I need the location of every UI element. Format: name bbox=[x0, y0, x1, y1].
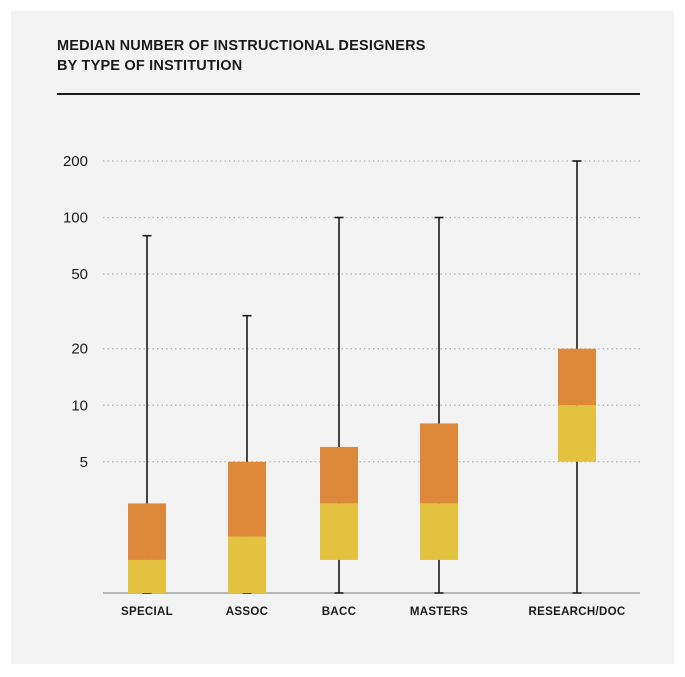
box-lower-quartile bbox=[558, 405, 596, 462]
box-upper-quartile bbox=[558, 348, 596, 406]
y-axis-ticks: 5 10 20 50 100 200 bbox=[63, 153, 88, 471]
box-upper-quartile bbox=[228, 461, 266, 537]
box-upper-quartile bbox=[320, 446, 358, 504]
chart-title-line-2: BY TYPE OF INSTITUTION bbox=[57, 58, 243, 74]
x-tick-label: ASSOC bbox=[226, 606, 268, 618]
box-masters bbox=[420, 216, 458, 594]
box-upper-quartile bbox=[420, 423, 458, 504]
y-tick-label: 10 bbox=[71, 397, 88, 414]
y-tick-label: 50 bbox=[71, 266, 88, 283]
box-assoc bbox=[228, 314, 266, 594]
x-tick-label: BACC bbox=[322, 606, 356, 618]
box-lower-quartile bbox=[420, 503, 458, 560]
y-tick-label: 100 bbox=[63, 210, 88, 227]
boxes bbox=[128, 160, 596, 594]
box-research-doc bbox=[558, 160, 596, 594]
x-tick-label: RESEARCH/DOC bbox=[529, 606, 626, 618]
box-upper-quartile bbox=[128, 503, 166, 560]
y-tick-label: 200 bbox=[63, 153, 88, 170]
chart-title-line-1: MEDIAN NUMBER OF INSTRUCTIONAL DESIGNERS bbox=[57, 38, 426, 54]
x-tick-label: SPECIAL bbox=[121, 606, 173, 618]
box-lower-quartile bbox=[128, 559, 166, 593]
box-lower-quartile bbox=[228, 536, 266, 593]
chart-title: MEDIAN NUMBER OF INSTRUCTIONAL DESIGNERS… bbox=[57, 36, 426, 76]
y-tick-label: 5 bbox=[80, 454, 88, 471]
x-tick-label: MASTERS bbox=[410, 606, 468, 618]
box-special bbox=[128, 234, 166, 594]
y-tick-label: 20 bbox=[71, 341, 88, 358]
box-lower-quartile bbox=[320, 503, 358, 560]
x-axis-ticks: SPECIAL ASSOC BACC MASTERS RESEARCH/DOC bbox=[121, 606, 625, 618]
title-divider bbox=[57, 93, 640, 95]
gridlines bbox=[103, 160, 640, 594]
box-bacc bbox=[320, 216, 358, 594]
